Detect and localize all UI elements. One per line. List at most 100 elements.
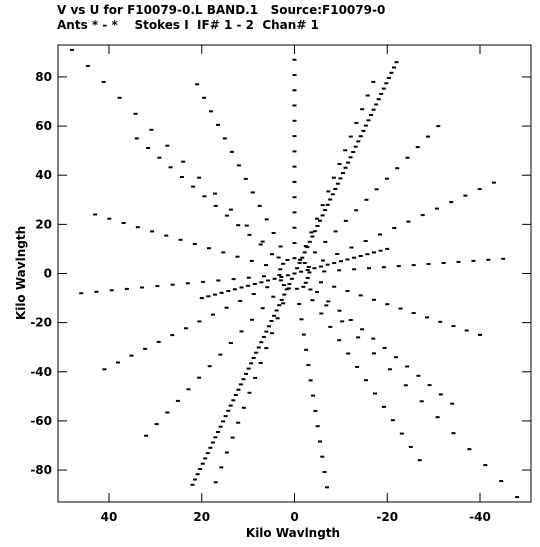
data-point [246,276,251,279]
data-point [323,240,328,243]
data-point [231,399,236,402]
data-point [305,276,310,279]
data-point [392,66,396,69]
y-tick-label: 60 [35,119,52,133]
data-point [135,226,140,229]
data-point [258,362,263,364]
data-point [124,287,129,290]
data-point [320,204,325,207]
data-point [236,421,241,424]
data-point [301,333,306,336]
data-point [264,264,268,267]
data-point [201,280,206,283]
data-point [411,264,416,267]
y-tick-label: 40 [35,168,52,182]
data-point [491,181,496,184]
data-point [198,468,203,470]
data-point [483,464,488,467]
data-point [286,287,291,290]
data-point [328,325,333,328]
data-point [129,354,134,357]
data-point [102,368,107,371]
data-point [313,251,317,254]
data-point [247,233,252,236]
data-point [384,82,389,85]
data-point [272,314,277,317]
data-point [353,145,358,148]
data-point [292,272,297,275]
data-point [343,219,348,222]
data-point [292,150,297,153]
data-point [348,156,353,159]
data-point [338,177,343,180]
data-point [178,238,183,241]
data-point [315,225,320,227]
data-point [278,268,283,271]
data-point [319,281,323,284]
data-point [250,318,255,321]
data-point [241,378,246,381]
data-point [438,393,443,396]
data-point [369,114,373,116]
data-point [228,342,233,344]
data-point [208,446,213,449]
data-point [154,423,159,426]
data-point [266,279,270,282]
data-point [238,299,243,302]
data-point [358,294,363,297]
data-point [202,96,207,99]
x-axis-label: Kilo Wavlngth [246,526,340,540]
data-point [295,267,300,270]
data-point [450,402,455,405]
data-point [221,251,226,254]
data-point [292,58,297,61]
data-point [304,348,309,351]
data-point [200,462,205,465]
data-point [449,201,454,204]
data-point [337,339,342,342]
data-point [213,436,218,439]
data-point [387,368,392,371]
data-point [405,156,410,159]
data-point [236,164,241,167]
data-point [381,405,386,408]
data-point [195,83,200,86]
data-point [477,188,482,191]
data-point [226,409,231,412]
data-point [345,258,350,261]
data-point [239,286,244,289]
data-point [85,64,90,67]
data-point [218,425,223,428]
data-point [306,266,311,268]
data-point [346,161,351,164]
data-point [374,188,379,191]
data-point [292,211,297,214]
data-point [441,262,446,264]
data-point [243,177,248,180]
data-point [246,367,251,370]
data-point [325,203,330,206]
data-point [315,425,320,428]
data-point [372,251,376,254]
data-point [501,257,506,260]
data-point [378,233,382,236]
data-point [216,431,220,433]
data-point [312,230,317,233]
data-point [249,362,254,365]
data-point [209,110,213,113]
data-point [205,452,210,455]
data-point [398,307,403,310]
data-point [219,466,224,469]
data-point [354,209,359,212]
data-point [94,290,99,293]
data-point [367,267,371,270]
data-point [252,283,257,285]
data-point [515,496,520,499]
data-point [318,440,322,443]
data-point [309,231,314,234]
data-point [224,214,229,217]
data-point [363,240,368,242]
data-point [289,277,294,280]
data-point [149,128,154,131]
data-point [416,374,421,377]
